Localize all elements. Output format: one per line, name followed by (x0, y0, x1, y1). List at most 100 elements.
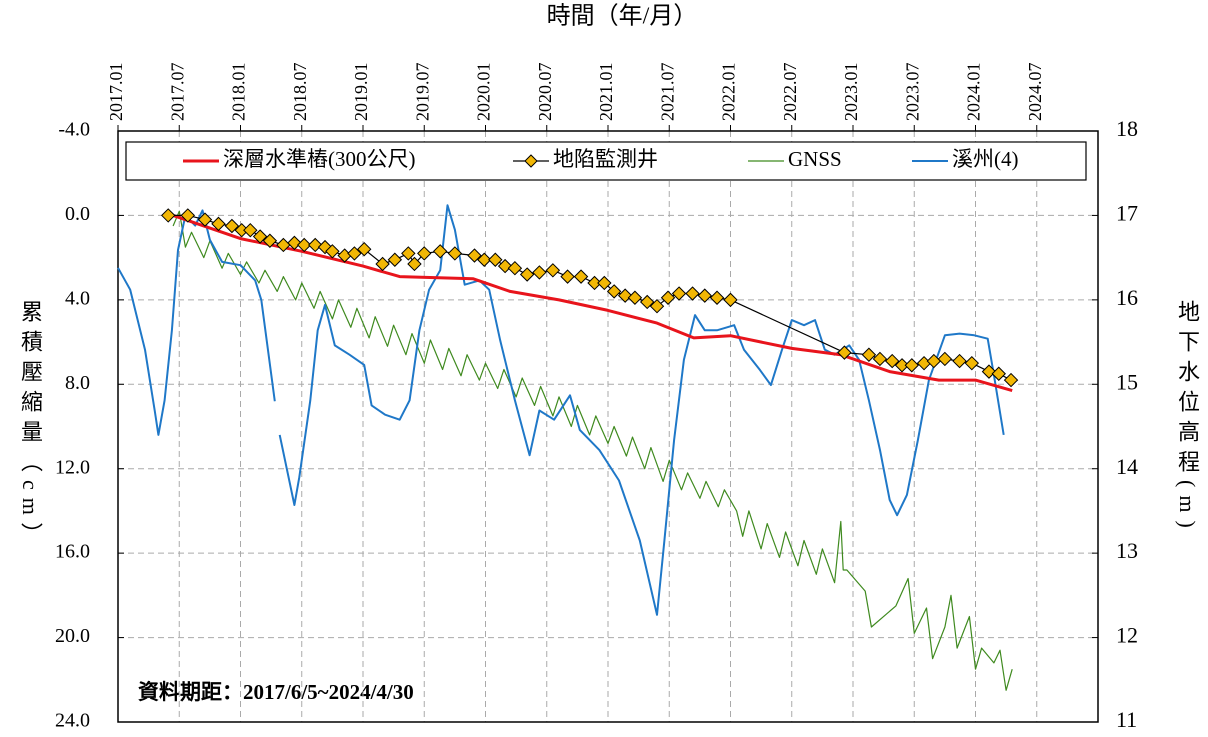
y-tick-label: 20.0 (55, 625, 90, 647)
data-marker (587, 275, 602, 291)
data-marker (639, 294, 655, 310)
x-tick-label: 2019.01 (351, 63, 371, 122)
data-marker (357, 241, 372, 257)
data-marker (447, 246, 463, 261)
data-marker (401, 246, 416, 261)
legend-label: 溪州(4) (952, 147, 1019, 171)
data-marker (697, 288, 712, 303)
y-axis-title: 累積壓縮量（cm） (18, 300, 43, 553)
data-marker (709, 290, 725, 305)
legend-label: GNSS (788, 147, 842, 171)
x-tick-label: 2017.01 (106, 63, 126, 122)
data-marker (573, 269, 589, 284)
data-marker (243, 222, 258, 238)
data-marker (417, 246, 432, 261)
x-tick-label: 2018.01 (229, 63, 249, 122)
y2-tick-label: 15 (1116, 369, 1138, 394)
data-marker (685, 286, 700, 301)
y-tick-label: 4.0 (65, 287, 90, 309)
x-tick-label: 2022.01 (719, 63, 739, 122)
data-marker (262, 233, 278, 248)
x-tick-label: 2017.07 (167, 63, 187, 122)
y2-tick-label: 16 (1116, 285, 1138, 310)
legend-label: 地陷監測井 (553, 147, 658, 171)
data-marker (197, 212, 213, 227)
data-marker (560, 269, 575, 284)
x-tick-label: 2023.07 (902, 63, 922, 122)
data-marker (937, 351, 953, 367)
data-marker (649, 298, 665, 314)
data-marker (1003, 372, 1019, 388)
y2-axis-title: 地下水位高程(m) (1175, 300, 1200, 536)
y-tick-label: 16.0 (55, 541, 90, 563)
x-tick-label: 2021.07 (657, 63, 677, 122)
data-marker (387, 252, 403, 267)
data-marker (211, 216, 226, 232)
data-marker (325, 244, 340, 259)
data-marker (488, 252, 503, 267)
series-line (278, 204, 1005, 616)
x-tick-label: 2019.07 (412, 63, 432, 122)
data-marker (926, 353, 942, 369)
data-marker (916, 355, 932, 371)
series-line (172, 210, 1013, 691)
data-marker (467, 248, 482, 263)
data-marker (660, 290, 676, 305)
x-tick-label: 2018.07 (290, 63, 310, 122)
series-line (117, 209, 276, 436)
y2-tick-label: 18 (1116, 116, 1138, 141)
annotation: 資料期距：2017/6/5~2024/4/30 (138, 680, 414, 704)
y-tick-label: 24.0 (55, 710, 90, 732)
data-marker (617, 288, 633, 303)
series-line (172, 213, 1013, 393)
data-marker (952, 353, 967, 369)
data-marker (296, 237, 312, 253)
data-marker (981, 364, 997, 379)
x-tick-label: 2024.01 (964, 63, 984, 122)
data-marker (161, 208, 176, 223)
x-tick-label: 2021.01 (596, 63, 616, 122)
data-marker (519, 267, 535, 282)
data-marker (627, 290, 643, 305)
data-marker (532, 265, 547, 280)
data-marker (671, 286, 687, 301)
y-tick-label: 12.0 (55, 456, 90, 478)
y2-tick-label: 13 (1116, 538, 1138, 563)
data-marker (606, 284, 622, 299)
y2-tick-label: 17 (1116, 200, 1138, 225)
y-tick-label: 0.0 (65, 203, 90, 225)
data-marker (287, 235, 302, 251)
data-marker (872, 351, 888, 367)
y2-tick-label: 12 (1116, 623, 1138, 648)
x-tick-label: 2024.07 (1025, 63, 1045, 122)
data-marker (252, 229, 268, 244)
data-marker (507, 260, 523, 276)
y-tick-label: 8.0 (65, 372, 90, 394)
data-marker (837, 345, 852, 360)
data-marker (723, 292, 738, 308)
legend-marker (524, 154, 538, 168)
data-marker (894, 358, 910, 373)
x-axis-title: 時間（年/月） (547, 3, 698, 30)
y2-tick-label: 14 (1116, 454, 1138, 479)
data-marker (964, 355, 980, 371)
data-marker (407, 256, 422, 272)
plot-frame (117, 130, 1099, 723)
y2-tick-label: 11 (1116, 707, 1137, 732)
x-tick-label: 2020.07 (535, 63, 555, 122)
legend-label: 深層水準樁(300公尺) (223, 147, 416, 171)
data-marker (497, 258, 513, 274)
data-marker (224, 218, 240, 234)
data-marker (347, 246, 362, 261)
data-marker (432, 244, 448, 259)
data-marker (861, 347, 877, 362)
x-tick-label: 2020.01 (474, 63, 494, 122)
x-tick-label: 2023.01 (841, 63, 861, 122)
data-marker (477, 252, 492, 267)
y-tick-label: -4.0 (58, 119, 90, 141)
x-tick-label: 2022.07 (780, 63, 800, 122)
data-marker (904, 358, 920, 373)
data-marker (180, 208, 196, 223)
data-marker (597, 275, 612, 291)
